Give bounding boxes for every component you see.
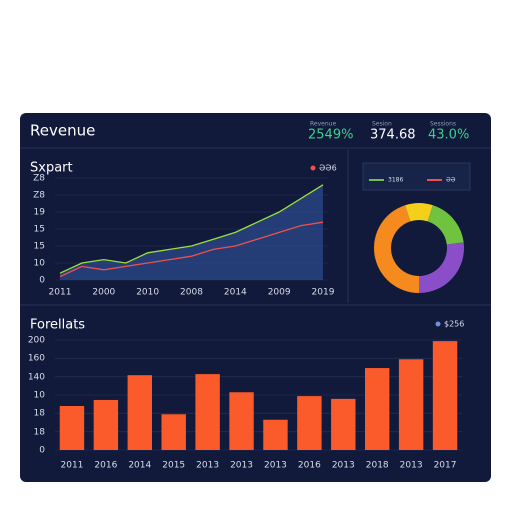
legend-label: 3186 — [388, 177, 403, 184]
bar — [195, 374, 220, 450]
x-tick-label: 2015 — [162, 461, 185, 471]
donut-segment — [419, 242, 464, 293]
y-tick-label: 200 — [28, 336, 45, 346]
y-tick-label: 19 — [34, 208, 46, 218]
x-tick-label: 2013 — [400, 461, 423, 471]
y-tick-label: 0 — [39, 276, 45, 286]
x-tick-label: 2013 — [332, 461, 355, 471]
legend-swatch — [310, 165, 316, 171]
y-tick-label: Z8 — [33, 174, 45, 184]
kpi-label: Sesion — [372, 121, 392, 128]
kpi-value: 43.0% — [428, 128, 469, 143]
y-tick-label: 15 — [34, 225, 45, 235]
y-tick-label: 15 — [34, 242, 45, 252]
bar — [297, 396, 322, 450]
donut-segment — [427, 205, 464, 245]
x-tick-label: 2008 — [180, 288, 203, 298]
y-tick-label: 18 — [34, 427, 46, 437]
bar — [59, 406, 85, 450]
x-tick-label: 2013 — [196, 461, 219, 471]
bar — [127, 375, 153, 450]
x-tick-label: 2014 — [224, 288, 247, 298]
bar — [93, 399, 119, 450]
legend-box — [362, 162, 471, 191]
kpi-value: 374.68 — [370, 128, 416, 143]
y-tick-label: 140 — [28, 372, 45, 382]
x-tick-label: 2000 — [92, 288, 115, 298]
bar — [263, 419, 288, 450]
line — [59, 184, 324, 274]
bar — [161, 414, 186, 450]
chart-title: Forellats — [30, 318, 85, 333]
chart-title: Sxpart — [30, 161, 73, 176]
y-tick-label: 160 — [28, 354, 45, 364]
x-tick-label: 2010 — [136, 288, 159, 298]
kpi-label: Sessions — [430, 121, 456, 128]
y-tick-label: Z8 — [33, 191, 45, 201]
x-tick-label: 2013 — [264, 461, 287, 471]
x-tick-label: 2009 — [268, 288, 291, 298]
bar — [331, 398, 356, 450]
y-tick-label: 10 — [34, 391, 46, 401]
bar — [364, 368, 390, 450]
legend-label: ƏƏ — [446, 177, 456, 184]
legend-label: $256 — [444, 320, 464, 329]
x-tick-label: 2016 — [94, 461, 117, 471]
x-tick-label: 2019 — [312, 288, 335, 298]
legend-swatch — [435, 321, 441, 327]
x-tick-label: 2013 — [230, 461, 253, 471]
x-tick-label: 2011 — [61, 461, 84, 471]
area — [60, 184, 323, 280]
kpi-value: 2549% — [308, 128, 353, 143]
x-tick-label: 2014 — [128, 461, 151, 471]
legend-label: ƏƏ6 — [319, 164, 337, 173]
y-tick-label: 10 — [34, 259, 46, 269]
y-tick-label: 0 — [39, 446, 45, 456]
x-tick-label: 2018 — [366, 461, 389, 471]
x-tick-label: 2016 — [298, 461, 321, 471]
x-tick-label: 2017 — [434, 461, 457, 471]
donut-segment — [374, 205, 419, 293]
y-tick-label: 18 — [34, 409, 46, 419]
bar — [432, 341, 458, 450]
x-tick-label: 2011 — [49, 288, 72, 298]
kpi-label: Revenue — [310, 121, 336, 128]
bar — [229, 392, 254, 450]
line — [59, 221, 324, 278]
bar — [398, 359, 424, 450]
donut-segment — [405, 203, 433, 222]
header-title: Revenue — [30, 122, 95, 140]
